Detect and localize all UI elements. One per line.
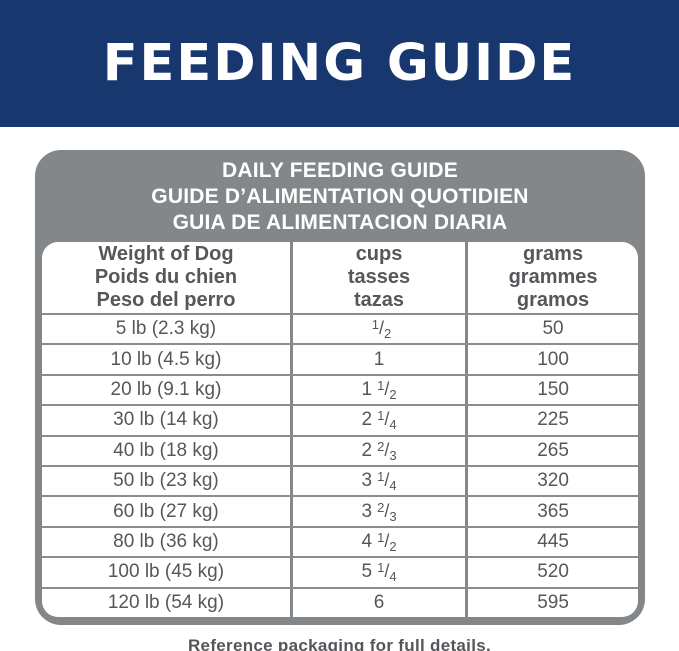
weight-cell: 100 lb (45 kg) [107,561,225,583]
cups-fraction: 1/4 [377,560,397,585]
column-header-grams: grams grammes gramos [465,242,638,313]
grams-cell: 150 [465,375,638,405]
cups-fraction: 1/2 [377,377,397,402]
weight-cell: 40 lb (18 kg) [113,439,219,461]
weight-cell: 50 lb (23 kg) [113,470,219,492]
grams-cell: 595 [465,588,638,617]
cups-whole: 1 [373,348,385,370]
grams-cell: 320 [465,466,638,496]
column-header-cups: cups tasses tazas [289,242,465,313]
table-row: 50 lb (23 kg) 3 1/4 320 [42,464,638,496]
grams-cell: 100 [465,345,638,374]
table-row: 40 lb (18 kg) 2 2/3 265 [42,434,638,465]
daily-feeding-guide-card: DAILY FEEDING GUIDE GUIDE D’ALIMENTATION… [35,150,645,625]
card-title-fr: GUIDE D’ALIMENTATION QUOTIDIEN [151,185,529,208]
weight-cell: 60 lb (27 kg) [113,500,219,522]
column-header-weight: Weight of Dog Poids du chien Peso del pe… [94,243,238,311]
cups-whole: 3 [361,500,373,522]
weight-cell: 10 lb (4.5 kg) [110,348,222,370]
table-header-row: Weight of Dog Poids du chien Peso del pe… [42,242,638,313]
cups-whole: 3 [361,470,373,492]
table-row: 30 lb (14 kg) 2 1/4 225 [42,404,638,435]
cups-cell: 4 1/2 [289,527,465,557]
cups-fraction: 1/2 [377,529,397,554]
cups-whole: 2 [361,409,373,431]
cups-fraction: 2/3 [377,499,397,524]
grams-cell: 520 [465,558,638,587]
cups-fraction: 1/4 [377,469,397,494]
feeding-table: Weight of Dog Poids du chien Peso del pe… [42,242,638,617]
cups-whole: 4 [361,530,373,552]
table-row: 80 lb (36 kg) 4 1/2 445 [42,525,638,557]
cups-cell: 2 1/4 [289,406,465,435]
card-header: DAILY FEEDING GUIDE GUIDE D’ALIMENTATION… [35,150,645,242]
reference-note: Reference packaging for full details. [187,635,491,651]
table-row: 100 lb (45 kg) 5 1/4 520 [42,556,638,587]
table-row: 5 lb (2.3 kg) 1/2 50 [42,313,638,344]
cups-cell: 1/2 [289,315,465,344]
cups-cell: 1 1/2 [289,375,465,405]
card-title-en: DAILY FEEDING GUIDE [221,159,458,182]
cups-whole: 5 [361,561,373,583]
grams-cell: 445 [465,527,638,557]
card-title-es: GUIA DE ALIMENTACION DIARIA [172,211,508,234]
grams-cell: 50 [465,315,638,344]
grams-cell: 365 [465,497,638,526]
table-row: 20 lb (9.1 kg) 1 1/2 150 [42,373,638,405]
grams-cell: 225 [465,406,638,435]
cups-cell: 5 1/4 [289,558,465,587]
cups-cell: 2 2/3 [289,436,465,465]
weight-cell: 20 lb (9.1 kg) [110,378,222,400]
table-row: 60 lb (27 kg) 3 2/3 365 [42,495,638,526]
feeding-guide-banner: FEEDING GUIDE [0,0,679,127]
page-title: FEEDING GUIDE [102,34,577,93]
cups-whole: 6 [373,591,385,613]
cups-cell: 1 [289,345,465,374]
weight-cell: 30 lb (14 kg) [113,409,219,431]
cups-fraction: 1/4 [377,408,397,433]
cups-fraction: 1/2 [371,317,392,342]
cups-whole: 1 [361,378,373,400]
cups-cell: 6 [289,588,465,617]
cups-whole: 2 [361,439,373,461]
cups-cell: 3 1/4 [289,466,465,496]
weight-cell: 80 lb (36 kg) [113,530,219,552]
weight-cell: 120 lb (54 kg) [107,591,225,613]
grams-cell: 265 [465,436,638,465]
cups-fraction: 2/3 [377,438,397,463]
table-row: 10 lb (4.5 kg) 1 100 [42,343,638,374]
table-row: 120 lb (54 kg) 6 595 [42,586,638,617]
cups-cell: 3 2/3 [289,497,465,526]
weight-cell: 5 lb (2.3 kg) [115,318,217,340]
